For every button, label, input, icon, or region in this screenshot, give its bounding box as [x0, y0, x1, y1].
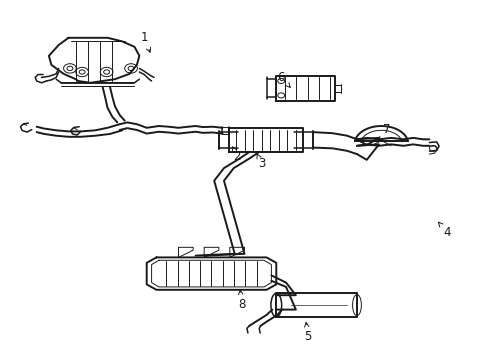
Text: 4: 4	[437, 222, 450, 239]
Text: 1: 1	[140, 31, 150, 52]
Text: 6: 6	[277, 71, 290, 87]
Text: 7: 7	[379, 123, 389, 141]
Text: 8: 8	[238, 290, 245, 311]
Text: 3: 3	[257, 154, 265, 170]
Text: 5: 5	[304, 323, 311, 343]
Text: 2: 2	[232, 147, 241, 163]
